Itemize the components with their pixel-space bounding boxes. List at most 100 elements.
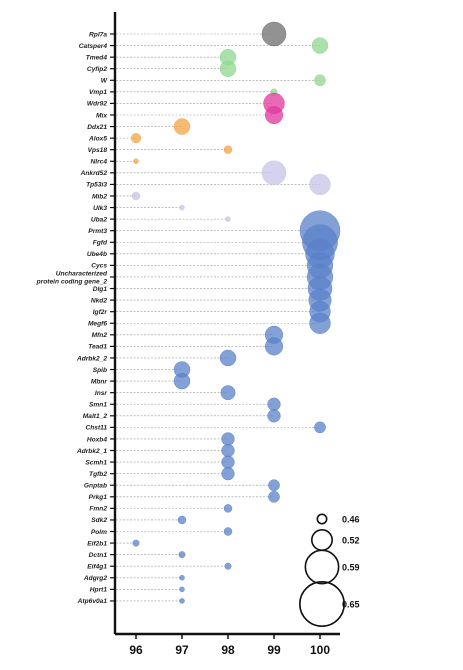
x-tick-label: 98: [221, 643, 235, 657]
bubble-catsper4: [311, 37, 329, 54]
bubble-adrbk2-1: [221, 443, 235, 458]
bubble-scmh1: [221, 455, 235, 469]
gene-label: Adrbk2_2: [76, 355, 107, 362]
gene-label: Ddx21: [87, 124, 107, 131]
bubble-polm: [223, 527, 233, 536]
bubble-hoxb4: [221, 432, 235, 446]
bubble-eif2b1: [132, 539, 140, 547]
bubble-smn1: [267, 397, 281, 411]
x-tick-label: 97: [175, 643, 189, 657]
gene-labels: Rpl7a Catsper4 Tmed4 Cyfip2 W Vmp1 Wdr92 Mix Ddx…: [36, 31, 108, 605]
gene-label: Spib: [93, 367, 107, 374]
gene-label: Adgrg2: [83, 575, 107, 582]
bubble-tp53i3: [309, 173, 331, 196]
gene-label: Prkg1: [89, 494, 108, 501]
bubble-uba2: [225, 216, 231, 222]
gene-label: Mfn2: [92, 332, 108, 339]
gene-label: Prmt3: [88, 228, 107, 235]
gene-label: Eif2b1: [87, 540, 107, 547]
bubble-tgfb2: [221, 467, 235, 481]
bubbles: [130, 21, 341, 604]
legend-circle: [304, 549, 340, 585]
legend-circle: [310, 528, 333, 551]
bubble-mix: [264, 105, 284, 125]
legend-label: 0.59: [342, 563, 360, 573]
legend-label: 0.46: [342, 515, 360, 525]
x-tick-label: 96: [129, 643, 143, 657]
gene-label: Scmh1: [85, 459, 107, 466]
gene-label: Wdr92: [87, 101, 107, 108]
gene-label: Smn1: [89, 402, 107, 409]
gene-label: Hprt1: [90, 587, 108, 594]
gene-label: Ulk3: [93, 205, 107, 212]
x-tick-label: 100: [310, 643, 330, 657]
bubble-mib2: [131, 191, 141, 201]
bubble-tead1: [264, 337, 284, 356]
gene-label: Rpl7a: [89, 31, 107, 38]
bubble-dctn1: [178, 551, 186, 559]
gene-label: Dlg1: [93, 286, 108, 293]
bubble-insr: [220, 385, 236, 401]
bubble-gnptab: [268, 479, 280, 492]
gene-label: Ube4b: [87, 251, 107, 258]
bubble-cyfip2: [219, 60, 237, 77]
bubble-rpl7a: [261, 21, 287, 47]
guide-lines: [116, 33, 320, 602]
legend-label: 0.52: [342, 536, 360, 546]
gene-label: Megf6: [88, 321, 107, 328]
gene-label: Hoxb4: [87, 436, 107, 443]
legend-circle: [299, 581, 345, 627]
gene-label: Cycs: [91, 263, 107, 270]
bubble-alox5: [130, 133, 142, 144]
gene-label: Nlrc4: [91, 159, 108, 166]
bubble-adrbk2-2: [219, 349, 237, 367]
gene-label: Chst11: [86, 425, 108, 432]
bubble-nlrc4: [133, 158, 139, 165]
bubble-megf6: [309, 312, 331, 334]
gene-label: Tmed4: [86, 54, 108, 61]
gene-label-line: protein coding gene_2: [36, 278, 108, 285]
bubble-hprt1: [179, 586, 185, 593]
gene-label-line: Uncharacterized: [56, 270, 108, 277]
gene-label: Insr: [95, 390, 108, 397]
x-tick-label: 99: [267, 643, 281, 657]
bubble-chst11: [314, 421, 326, 434]
gene-label: Tgfb2: [89, 471, 107, 478]
gene-label: Vps18: [88, 147, 108, 154]
gene-label: Malt1_2: [83, 413, 108, 420]
gene-label: Fmn2: [89, 506, 107, 513]
gene-label: Alox5: [88, 135, 107, 142]
gene-label: Cyfip2: [87, 66, 107, 73]
gene-label: Catsper4: [79, 43, 108, 50]
bubble-fmn2: [223, 504, 233, 513]
gene-label: Ankrd52: [80, 170, 108, 177]
bubble-atp6v0a1: [179, 598, 185, 604]
gene-label: Dctn1: [89, 552, 108, 559]
gene-label: Sdk2: [91, 517, 107, 524]
gene-label: Polm: [91, 529, 107, 536]
gene-label: Vmp1: [89, 89, 107, 96]
bubble-vps18: [223, 145, 233, 154]
bubble-ddx21: [173, 118, 191, 135]
bubble-malt1-2: [267, 409, 281, 423]
gene-label: Mix: [96, 112, 107, 119]
size-legend: 0.46 0.52 0.59 0.65: [299, 513, 360, 627]
gene-label: Uba2: [91, 216, 107, 223]
bubble-eif4g1: [224, 562, 232, 570]
gene-label: Tead1: [88, 344, 107, 351]
legend-label: 0.65: [342, 600, 360, 610]
bubble-mbnr: [173, 372, 191, 390]
bubble-w: [314, 74, 326, 87]
x-tick-labels: 96 97 98 99 100: [129, 634, 330, 657]
gene-label: Mib2: [92, 193, 107, 200]
gene-label: Nkd2: [91, 297, 107, 304]
bubble-sdk2: [177, 515, 187, 525]
gene-label: Atp6v0a1: [77, 598, 108, 605]
gene-label: Gnptab: [84, 483, 107, 490]
bubble-adgrg2: [179, 575, 185, 581]
bubble-ankrd52: [261, 160, 287, 186]
gene-label: Tp53i3: [86, 182, 107, 189]
gene-label: Mbnr: [91, 378, 108, 385]
bubble-prkg1: [268, 490, 280, 503]
